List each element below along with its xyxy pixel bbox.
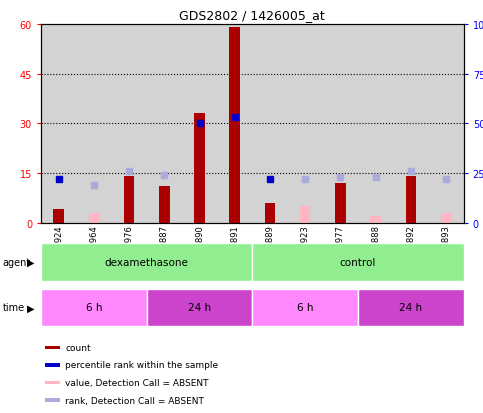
Bar xyxy=(45,381,60,384)
Text: agent: agent xyxy=(2,257,30,267)
Bar xyxy=(358,289,464,326)
Bar xyxy=(194,114,205,223)
Bar xyxy=(335,183,346,223)
Text: ▶: ▶ xyxy=(27,303,34,313)
Text: value, Detection Call = ABSENT: value, Detection Call = ABSENT xyxy=(65,378,209,387)
Bar xyxy=(147,25,182,223)
Bar xyxy=(124,177,134,223)
Bar xyxy=(253,25,287,223)
Text: 24 h: 24 h xyxy=(399,303,423,313)
Bar xyxy=(159,187,170,223)
Text: 6 h: 6 h xyxy=(297,303,313,313)
Bar xyxy=(41,244,253,281)
Text: time: time xyxy=(2,303,25,313)
Text: 24 h: 24 h xyxy=(188,303,211,313)
Bar xyxy=(147,289,253,326)
Bar xyxy=(300,206,311,223)
Bar xyxy=(393,25,428,223)
Bar xyxy=(217,25,253,223)
Bar xyxy=(253,244,464,281)
Bar xyxy=(253,289,358,326)
Bar xyxy=(229,28,240,223)
Bar xyxy=(41,289,147,326)
Bar xyxy=(112,25,147,223)
Bar xyxy=(54,210,64,223)
Text: 6 h: 6 h xyxy=(85,303,102,313)
Text: count: count xyxy=(65,343,91,352)
Bar xyxy=(88,213,99,223)
Bar xyxy=(406,177,416,223)
Text: control: control xyxy=(340,257,376,267)
Bar xyxy=(265,203,275,223)
Title: GDS2802 / 1426005_at: GDS2802 / 1426005_at xyxy=(180,9,325,22)
Bar xyxy=(45,346,60,349)
Bar xyxy=(323,25,358,223)
Text: percentile rank within the sample: percentile rank within the sample xyxy=(65,361,218,370)
Bar xyxy=(370,216,381,223)
Text: dexamethasone: dexamethasone xyxy=(105,257,189,267)
Bar xyxy=(41,25,76,223)
Bar xyxy=(45,363,60,367)
Text: rank, Detection Call = ABSENT: rank, Detection Call = ABSENT xyxy=(65,396,204,405)
Bar xyxy=(45,399,60,402)
Text: ▶: ▶ xyxy=(27,257,34,267)
Bar xyxy=(287,25,323,223)
Bar xyxy=(182,25,217,223)
Bar xyxy=(358,25,393,223)
Bar xyxy=(76,25,112,223)
Bar xyxy=(428,25,464,223)
Bar xyxy=(441,213,451,223)
